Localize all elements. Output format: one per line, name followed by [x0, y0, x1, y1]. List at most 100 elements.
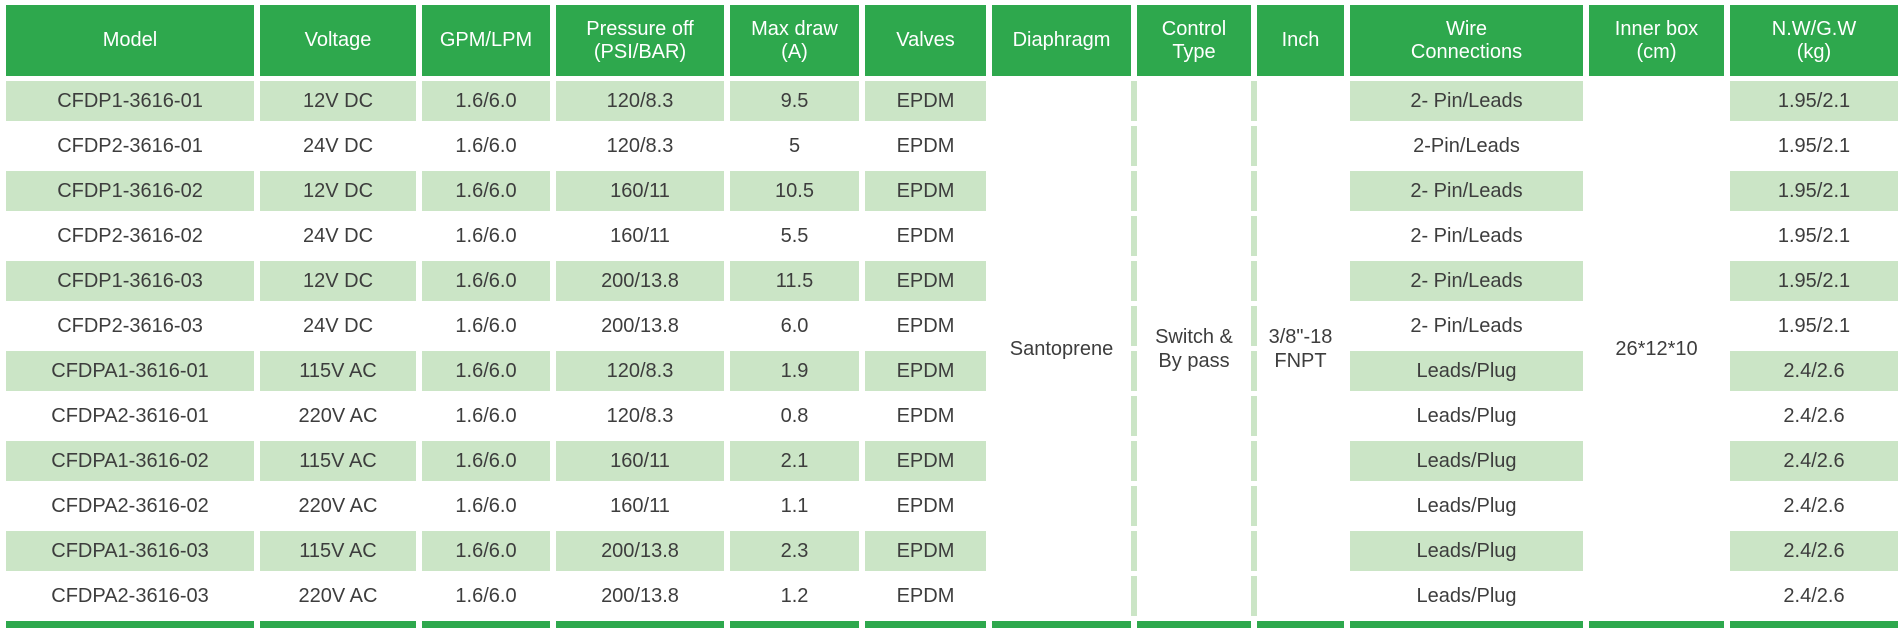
- cell-pressure-off: 200/13.8: [556, 306, 724, 346]
- merged-cell-inner-box: 26*12*10: [1589, 81, 1724, 616]
- cell-nw-gw: 2.4/2.6: [1730, 486, 1898, 526]
- cell-pressure-off: 200/13.8: [556, 261, 724, 301]
- cell-wire-connections: 2- Pin/Leads: [1350, 261, 1583, 301]
- footer-bar-segment: [1257, 621, 1344, 628]
- cell-pressure-off: 120/8.3: [556, 81, 724, 121]
- cell-max-draw: 1.2: [730, 576, 859, 616]
- table-footer: [6, 621, 1898, 628]
- footer-bar-segment: [730, 621, 859, 628]
- cell-max-draw: 2.1: [730, 441, 859, 481]
- cell-max-draw: 5: [730, 126, 859, 166]
- cell-wire-connections: Leads/Plug: [1350, 576, 1583, 616]
- table-row: CFDP1-3616-02 12V DC 1.6/6.0 160/11 10.5 EPDM…: [6, 171, 1898, 211]
- table-row: CFDPA2-3616-02 220V AC 1.6/6.0 160/11 1.1 EPD…: [6, 486, 1898, 526]
- footer-row: [6, 621, 1898, 628]
- col-header-model: Model: [6, 5, 254, 76]
- cell-voltage: 12V DC: [260, 81, 416, 121]
- table-row: CFDPA1-3616-03 115V AC 1.6/6.0 200/13.8 2.3 E…: [6, 531, 1898, 571]
- table-row: CFDP2-3616-02 24V DC 1.6/6.0 160/11 5.5 EPDM 2…: [6, 216, 1898, 256]
- cell-nw-gw: 1.95/2.1: [1730, 306, 1898, 346]
- cell-pressure-off: 160/11: [556, 216, 724, 256]
- table-row: CFDP2-3616-01 24V DC 1.6/6.0 120/8.3 5 EPDM 2-…: [6, 126, 1898, 166]
- col-header-voltage: Voltage: [260, 5, 416, 76]
- col-header-diaphragm: Diaphragm: [992, 5, 1131, 76]
- cell-wire-connections: Leads/Plug: [1350, 486, 1583, 526]
- cell-gpm-lpm: 1.6/6.0: [422, 486, 550, 526]
- cell-valves: EPDM: [865, 531, 986, 571]
- cell-pressure-off: 120/8.3: [556, 396, 724, 436]
- cell-nw-gw: 2.4/2.6: [1730, 576, 1898, 616]
- cell-wire-connections: 2- Pin/Leads: [1350, 306, 1583, 346]
- cell-max-draw: 2.3: [730, 531, 859, 571]
- table-row: CFDPA2-3616-03 220V AC 1.6/6.0 200/13.8 1.2 E…: [6, 576, 1898, 616]
- col-header-wire-connections: Wire Connections: [1350, 5, 1583, 76]
- cell-model: CFDPA1-3616-02: [6, 441, 254, 481]
- cell-gpm-lpm: 1.6/6.0: [422, 351, 550, 391]
- cell-voltage: 220V AC: [260, 396, 416, 436]
- cell-pressure-off: 200/13.8: [556, 576, 724, 616]
- cell-max-draw: 11.5: [730, 261, 859, 301]
- cell-model: CFDPA2-3616-01: [6, 396, 254, 436]
- merged-cell-control-type: Switch & By pass: [1137, 81, 1251, 616]
- cell-pressure-off: 160/11: [556, 486, 724, 526]
- col-header-control-type: Control Type: [1137, 5, 1251, 76]
- footer-bar-segment: [992, 621, 1131, 628]
- cell-nw-gw: 1.95/2.1: [1730, 81, 1898, 121]
- cell-model: CFDPA2-3616-03: [6, 576, 254, 616]
- cell-model: CFDP2-3616-03: [6, 306, 254, 346]
- cell-valves: EPDM: [865, 396, 986, 436]
- cell-gpm-lpm: 1.6/6.0: [422, 81, 550, 121]
- table-row: CFDP1-3616-03 12V DC 1.6/6.0 200/13.8 11.5 EP…: [6, 261, 1898, 301]
- cell-nw-gw: 2.4/2.6: [1730, 351, 1898, 391]
- cell-nw-gw: 1.95/2.1: [1730, 171, 1898, 211]
- footer-bar-segment: [422, 621, 550, 628]
- cell-gpm-lpm: 1.6/6.0: [422, 306, 550, 346]
- cell-model: CFDPA1-3616-03: [6, 531, 254, 571]
- cell-nw-gw: 2.4/2.6: [1730, 441, 1898, 481]
- cell-max-draw: 6.0: [730, 306, 859, 346]
- cell-voltage: 24V DC: [260, 126, 416, 166]
- cell-valves: EPDM: [865, 126, 986, 166]
- footer-bar-segment: [865, 621, 986, 628]
- cell-pressure-off: 120/8.3: [556, 126, 724, 166]
- cell-valves: EPDM: [865, 81, 986, 121]
- footer-bar-segment: [1350, 621, 1583, 628]
- cell-valves: EPDM: [865, 351, 986, 391]
- cell-model: CFDPA2-3616-02: [6, 486, 254, 526]
- table-row: CFDPA1-3616-02 115V AC 1.6/6.0 160/11 2.1 EPD…: [6, 441, 1898, 481]
- cell-voltage: 115V AC: [260, 531, 416, 571]
- cell-wire-connections: 2- Pin/Leads: [1350, 171, 1583, 211]
- cell-nw-gw: 1.95/2.1: [1730, 216, 1898, 256]
- cell-wire-connections: 2- Pin/Leads: [1350, 81, 1583, 121]
- cell-wire-connections: 2-Pin/Leads: [1350, 126, 1583, 166]
- cell-pressure-off: 120/8.3: [556, 351, 724, 391]
- table-row: CFDP1-3616-01 12V DC 1.6/6.0 120/8.3 9.5 EPDM…: [6, 81, 1898, 616]
- cell-pressure-off: 160/11: [556, 171, 724, 211]
- cell-model: CFDP1-3616-03: [6, 261, 254, 301]
- cell-max-draw: 1.1: [730, 486, 859, 526]
- cell-valves: EPDM: [865, 261, 986, 301]
- cell-nw-gw: 1.95/2.1: [1730, 126, 1898, 166]
- cell-max-draw: 10.5: [730, 171, 859, 211]
- cell-voltage: 24V DC: [260, 306, 416, 346]
- cell-nw-gw: 2.4/2.6: [1730, 531, 1898, 571]
- cell-wire-connections: Leads/Plug: [1350, 531, 1583, 571]
- cell-voltage: 115V AC: [260, 351, 416, 391]
- cell-voltage: 220V AC: [260, 486, 416, 526]
- cell-gpm-lpm: 1.6/6.0: [422, 171, 550, 211]
- footer-bar-segment: [1730, 621, 1898, 628]
- cell-gpm-lpm: 1.6/6.0: [422, 261, 550, 301]
- cell-valves: EPDM: [865, 576, 986, 616]
- table-row: CFDPA1-3616-01 115V AC 1.6/6.0 120/8.3 1.9 EP…: [6, 351, 1898, 391]
- cell-gpm-lpm: 1.6/6.0: [422, 216, 550, 256]
- cell-model: CFDPA1-3616-01: [6, 351, 254, 391]
- cell-voltage: 12V DC: [260, 261, 416, 301]
- header-row: Model Voltage GPM/LPM Pressure off (PSI/…: [6, 5, 1898, 76]
- cell-gpm-lpm: 1.6/6.0: [422, 531, 550, 571]
- col-header-inch: Inch: [1257, 5, 1344, 76]
- cell-max-draw: 1.9: [730, 351, 859, 391]
- cell-valves: EPDM: [865, 306, 986, 346]
- cell-model: CFDP2-3616-02: [6, 216, 254, 256]
- cell-max-draw: 0.8: [730, 396, 859, 436]
